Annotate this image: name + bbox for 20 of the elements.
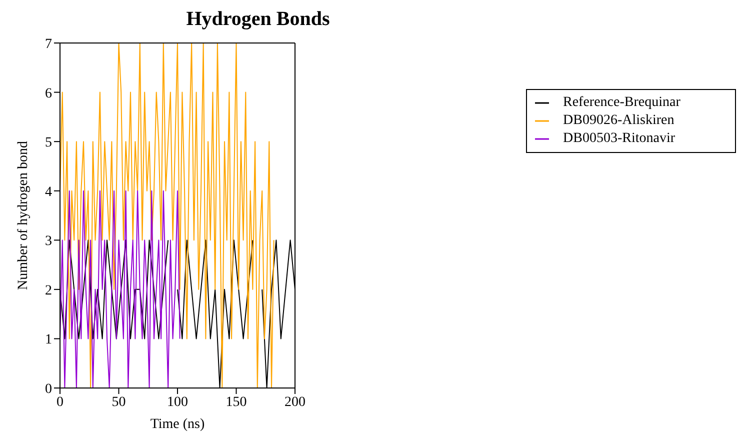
y-tick-label: 5: [45, 136, 52, 151]
x-tick-label: 50: [112, 394, 126, 410]
y-axis-title: Number of hydrogen bond: [16, 141, 31, 290]
y-tick-label: 0: [45, 382, 52, 397]
x-tick-label: 0: [56, 394, 64, 410]
x-tick-label: 100: [167, 394, 188, 410]
y-tick-label: 7: [45, 36, 52, 52]
x-tick-label: 150: [226, 394, 247, 410]
y-tick-label: 6: [45, 86, 52, 102]
y-tick-label: 3: [45, 234, 52, 250]
legend-label: Reference-Brequinar: [563, 94, 680, 112]
legend-label: DB00503-Ritonavir: [563, 130, 675, 148]
legend-label: DB09026-Aliskiren: [563, 112, 674, 130]
y-tick-label: 4: [45, 184, 52, 200]
line-series: [60, 190, 180, 388]
chart-title: Hydrogen Bonds: [185, 8, 331, 32]
x-axis-title: Time (ns): [150, 417, 205, 432]
y-tick-label: 2: [45, 283, 52, 298]
x-tick-label: 200: [284, 394, 306, 410]
y-tick-label: 1: [45, 332, 52, 348]
